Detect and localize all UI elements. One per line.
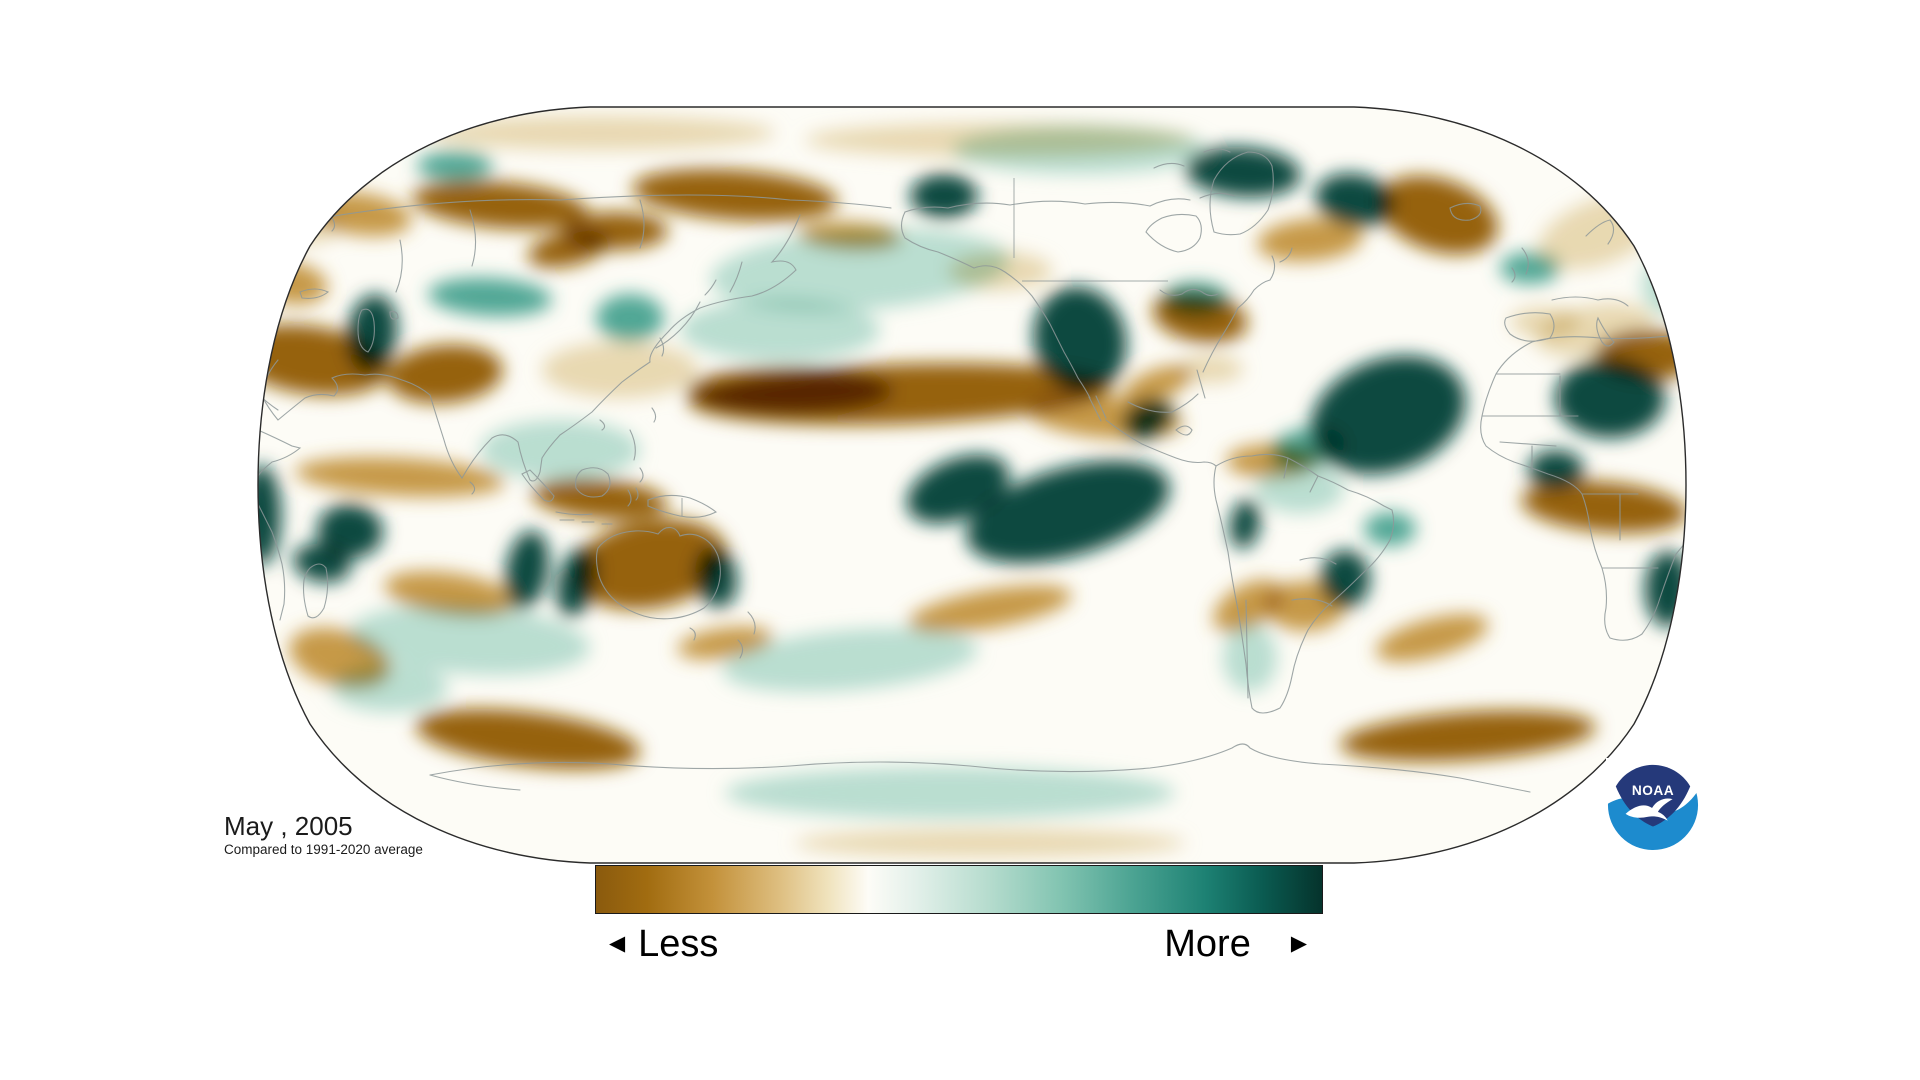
anomaly-indonesia-png (532, 478, 668, 520)
anomaly-south-pacific-b (906, 454, 1010, 524)
less-group: ◀ Less (595, 922, 718, 966)
anomaly-south-indian-wash (350, 605, 590, 675)
anomaly-peru-coast (1229, 499, 1261, 549)
anomaly-antarctica-left (415, 708, 641, 770)
anomaly-central-pacific-wash (680, 299, 880, 361)
anomaly-blobs (258, 116, 1686, 857)
anomaly-left-top-corner-wash (258, 206, 343, 244)
anomaly-europe-wash (1535, 303, 1655, 357)
anomaly-arabian-sea (317, 503, 383, 559)
noaa-logo: NOAA (1606, 758, 1700, 851)
anomaly-bottom-center-wash (795, 829, 1185, 857)
anomaly-west-australia-a (505, 530, 549, 610)
baseline-subtitle: Compared to 1991-2020 average (224, 842, 423, 857)
right-arrow-icon: ▶ (1290, 932, 1307, 955)
colorbar-legend: ◀ Less More ▶ (595, 922, 1323, 966)
anomaly-new-zealand-south (677, 626, 773, 660)
anomaly-us-west (1033, 286, 1127, 394)
country-borders (681, 178, 1168, 516)
anomaly-brazil-east-spot (1364, 512, 1416, 546)
less-label: Less (638, 923, 719, 965)
anomaly-siberia-main (632, 169, 838, 221)
anomaly-africa-south-equator (1521, 481, 1686, 533)
more-label: More (1164, 923, 1251, 965)
anomaly-ne-pacific-wash (948, 252, 1052, 290)
date-block: May , 2005 Compared to 1991-2020 average (224, 812, 423, 858)
anomaly-japan-region (596, 294, 664, 342)
anomaly-colorbar (595, 865, 1323, 914)
anomaly-west-siberia (417, 151, 493, 181)
anomaly-top-edge-left-wash (425, 116, 775, 150)
anomaly-mexico-interior (1123, 365, 1193, 403)
logo-text: NOAA (1632, 783, 1674, 798)
anomaly-south-pacific-main (966, 460, 1170, 564)
anomaly-ne-russia-spots (428, 277, 552, 317)
anomaly-arctic-canada (1185, 146, 1301, 198)
coastlines (258, 148, 1686, 793)
anomaly-left-edge-antarctic (289, 627, 391, 689)
logo-seagull-icon (1625, 798, 1673, 821)
anomaly-australia (572, 518, 728, 610)
anomaly-top-edge-right-wash (805, 123, 1195, 157)
anomaly-greenland-interior (1377, 175, 1499, 255)
anomaly-venezuela-colombia (1226, 444, 1318, 478)
anomaly-aleutian-band (798, 221, 902, 251)
anomaly-greenland-sea (1315, 173, 1395, 227)
anomaly-hudson-region (1257, 218, 1363, 262)
more-group: More ▶ (1164, 922, 1323, 966)
anomaly-us-plains (1152, 291, 1248, 343)
anomaly-southeast-asia-wash (480, 420, 640, 480)
anomaly-gulf-of-guinea (1528, 450, 1584, 490)
anomaly-south-indian-brown (384, 571, 516, 617)
left-arrow-icon: ◀ (609, 932, 626, 955)
anomaly-south-atlantic-streak (1375, 614, 1489, 662)
anomaly-north-pacific-wash (710, 228, 1010, 312)
anomaly-bolivia-paraguay (1265, 581, 1345, 631)
anomaly-kamchatka-region (527, 230, 609, 268)
anomaly-chile-coast-streak (1213, 579, 1283, 633)
anomaly-southern-ocean-wash (722, 628, 978, 692)
anomaly-gulf-florida-wash (1177, 355, 1243, 383)
date-label: May , 2005 (224, 811, 353, 841)
anomaly-indian-ocean-band (295, 457, 505, 497)
anomaly-north-madagascar (293, 543, 351, 583)
anomaly-east-africa-coast (258, 465, 281, 565)
anomaly-south-pacific-streak (908, 585, 1072, 633)
anomaly-china-east-wash (542, 342, 698, 398)
anomaly-alaska-interior (910, 174, 978, 218)
anomaly-sw-africa-coast (1645, 551, 1686, 627)
anomaly-equatorial-pacific-core (687, 367, 893, 415)
map-outline-stroke (257, 106, 1687, 864)
anomaly-right-edge-top-wash (1642, 255, 1686, 315)
anomaly-south-chile-wash (1223, 624, 1277, 692)
anomaly-mid-atlantic (1310, 355, 1466, 475)
anomaly-scandinavia-russia-band (412, 180, 588, 230)
anomaly-antarctica-right (1340, 710, 1596, 762)
anomaly-antarctic-coast-wash (725, 767, 1175, 819)
anomaly-north-india (387, 344, 503, 404)
